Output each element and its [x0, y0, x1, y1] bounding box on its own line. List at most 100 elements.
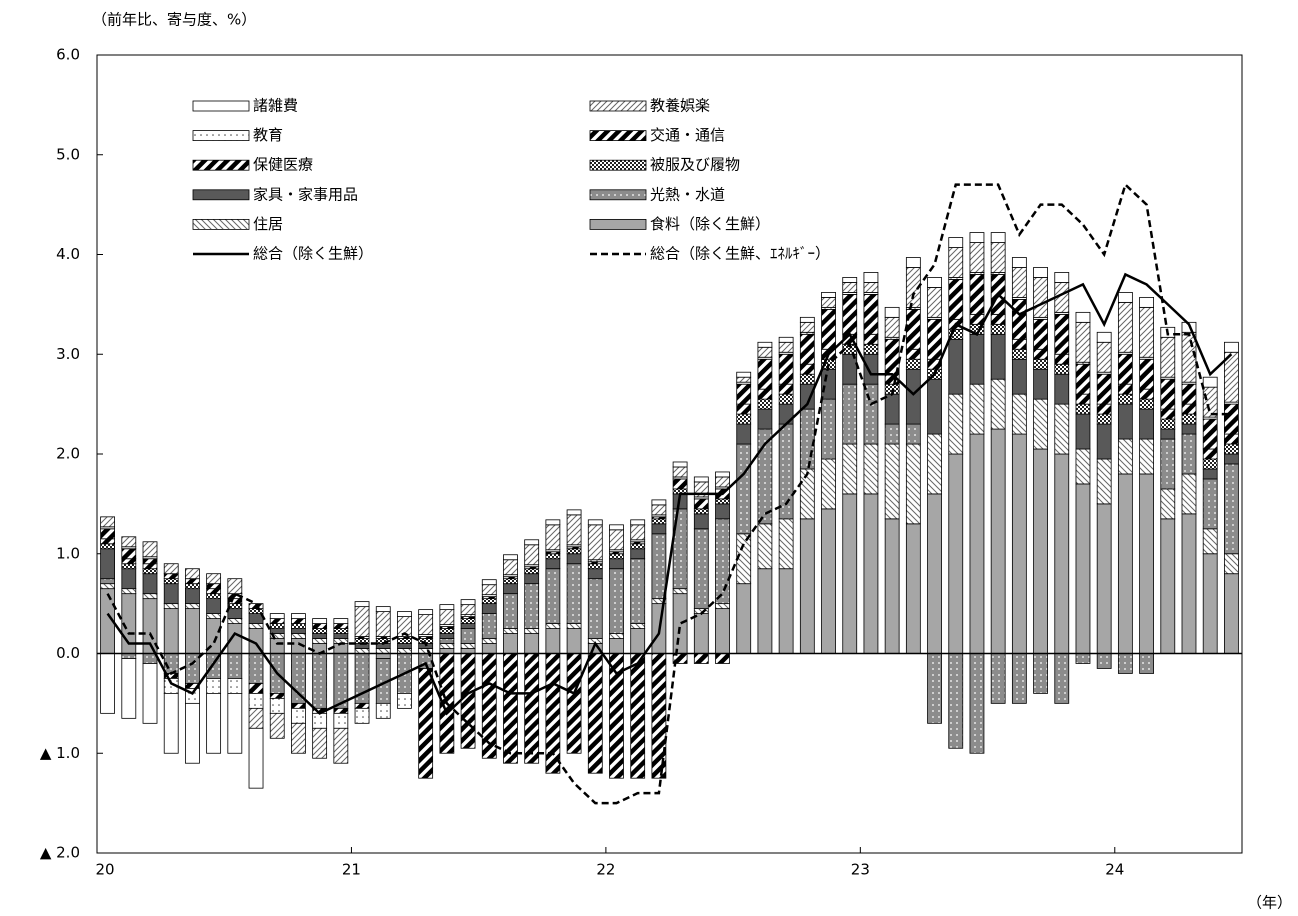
bar-segment: [1117, 292, 1133, 303]
bar-segment: [1075, 483, 1091, 654]
bar-segment: [1033, 448, 1048, 654]
plot-frame: [96, 54, 1243, 854]
bar-segment: [948, 279, 964, 320]
legend-swatch: [192, 218, 250, 230]
y-tick-label: 3.0: [56, 345, 80, 363]
bar-segment: [927, 318, 942, 360]
bar-segment: [1054, 313, 1070, 355]
bar-segment: [397, 643, 412, 649]
bar-segment: [799, 316, 815, 323]
bar-segment: [333, 618, 349, 624]
bar-segment: [185, 603, 200, 610]
bar-segment: [778, 383, 794, 395]
bar-segment: [693, 613, 709, 654]
bar-segment: [990, 653, 1006, 704]
bar-segment: [1139, 473, 1154, 654]
bar-segment: [206, 693, 222, 754]
bar-segment: [821, 296, 836, 308]
bar-segment: [757, 341, 773, 348]
bar-segment: [1033, 348, 1048, 360]
bar-segment: [1033, 368, 1048, 400]
legend-swatch: [589, 159, 647, 171]
bar-segment: [799, 333, 815, 365]
bar-segment: [397, 638, 412, 644]
bar-segment: [100, 516, 115, 528]
bar-segment: [121, 658, 137, 719]
bar-segment: [863, 443, 879, 495]
bar-segment: [715, 503, 730, 520]
bar-segment: [1139, 388, 1154, 400]
bar-segment: [545, 568, 561, 624]
bar-segment: [121, 548, 137, 560]
legend-swatch: [589, 218, 647, 230]
bar-segment: [524, 568, 540, 575]
bar-segment: [863, 282, 879, 293]
bar-segment: [863, 383, 879, 445]
legend-swatch: [192, 130, 250, 142]
bar-segment: [333, 633, 349, 639]
bar-segment: [524, 573, 540, 585]
bar-segment: [121, 568, 137, 590]
bar-segment: [778, 353, 794, 385]
bar-segment: [291, 628, 306, 634]
bar-segment: [757, 568, 773, 654]
bar-segment: [291, 618, 306, 624]
bar-segment: [100, 583, 115, 590]
bar-segment: [1139, 398, 1154, 410]
bar-segment: [990, 333, 1006, 380]
bar-segment: [905, 523, 921, 654]
legend-swatch: [192, 159, 250, 171]
bar-segment: [460, 628, 476, 644]
bar-segment: [566, 548, 582, 555]
bar-segment: [291, 653, 306, 704]
bar-segment: [100, 653, 115, 714]
bar-segment: [142, 563, 158, 570]
bar-segment: [736, 533, 752, 585]
bar-segment: [1139, 358, 1154, 390]
bar-segment: [481, 579, 497, 586]
bar-segment: [1139, 296, 1154, 308]
bar-segment: [672, 593, 688, 654]
bar-segment: [693, 513, 709, 530]
series-line: [106, 182, 1232, 805]
bar-segment: [863, 293, 879, 335]
bar-segment: [1096, 403, 1112, 415]
bar-segment: [460, 599, 476, 606]
bar-segment: [672, 466, 688, 478]
bar-segment: [778, 393, 794, 405]
bar-segment: [439, 609, 455, 625]
bar-segment: [1181, 423, 1197, 435]
bar-segment: [651, 499, 667, 506]
bar-segment: [1139, 438, 1154, 475]
bar-segment: [185, 608, 200, 654]
bar-segment: [545, 623, 561, 629]
bar-segment: [1160, 438, 1176, 490]
bar-segment: [524, 633, 540, 654]
bar-segment: [842, 353, 858, 385]
bar-segment: [821, 458, 836, 510]
bar-segment: [587, 563, 603, 570]
bar-segment: [375, 611, 391, 637]
bar-segment: [609, 558, 624, 570]
bar-segment: [545, 558, 561, 570]
bar-segment: [1160, 518, 1176, 654]
bar-segment: [948, 338, 964, 395]
bar-segment: [1011, 338, 1027, 350]
y-tick-label: 5.0: [56, 145, 80, 163]
bar-segment: [121, 563, 137, 570]
bar-segment: [1033, 653, 1048, 694]
bar-segment: [142, 541, 158, 558]
y-tick-label: 1.0: [56, 544, 80, 562]
bar-segment: [163, 608, 179, 654]
bar-segment: [248, 707, 264, 729]
bar-segment: [100, 578, 115, 585]
bar-segment: [418, 614, 434, 635]
bar-segment: [142, 568, 158, 575]
legend-swatch: [589, 130, 647, 142]
bar-segment: [948, 247, 964, 278]
bar-segment: [587, 524, 603, 561]
bar-segment: [206, 583, 222, 590]
bar-segment: [1160, 418, 1176, 430]
bar-segment: [1202, 528, 1218, 555]
